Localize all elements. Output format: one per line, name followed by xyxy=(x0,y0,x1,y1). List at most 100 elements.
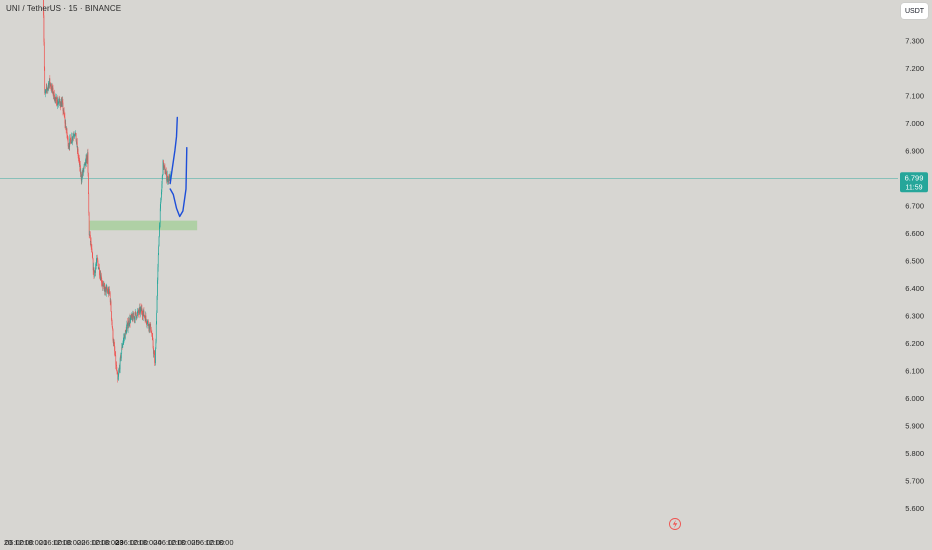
candle xyxy=(44,66,46,95)
candle xyxy=(151,332,153,341)
candle xyxy=(119,363,121,373)
candle xyxy=(51,82,53,94)
candle xyxy=(59,98,60,107)
candle xyxy=(103,281,105,287)
candle xyxy=(91,243,92,253)
price-tick-label: 5.900 xyxy=(905,422,924,431)
candle xyxy=(158,244,159,256)
candle xyxy=(64,118,66,128)
candle xyxy=(48,80,50,89)
candle xyxy=(112,328,114,343)
candle xyxy=(65,126,67,134)
candle xyxy=(73,131,75,141)
candle xyxy=(158,235,160,247)
candle xyxy=(99,263,100,280)
candle xyxy=(63,107,65,118)
candle xyxy=(89,230,90,237)
candle xyxy=(59,101,61,108)
candle xyxy=(162,159,164,176)
time-tick-label: 24 xyxy=(153,538,161,547)
price-tick-label: 6.500 xyxy=(905,257,924,266)
candle xyxy=(71,136,73,144)
candle xyxy=(109,291,111,306)
candle xyxy=(58,96,60,103)
candle xyxy=(97,263,99,270)
candle xyxy=(110,298,111,305)
projection-path[interactable] xyxy=(169,147,188,218)
candle xyxy=(132,312,133,323)
candle xyxy=(107,286,108,294)
candle xyxy=(63,109,64,115)
candle xyxy=(138,309,140,318)
time-axis[interactable]: 2006:0012:0018:002106:0012:0018:002206:0… xyxy=(4,538,234,547)
candle xyxy=(76,138,78,148)
projection-path[interactable] xyxy=(169,116,178,185)
candle xyxy=(161,180,163,195)
candle xyxy=(52,84,54,97)
candle xyxy=(156,295,158,313)
support-zone[interactable] xyxy=(89,220,198,231)
candle xyxy=(107,286,109,295)
candle xyxy=(115,354,116,356)
candle xyxy=(92,252,94,260)
projection-drawings[interactable] xyxy=(169,116,188,218)
candle xyxy=(47,81,49,92)
time-tick-label: 18:00 xyxy=(24,538,43,547)
candles xyxy=(43,0,171,383)
candle xyxy=(169,174,171,182)
price-axis[interactable]: 7.3007.2007.1007.0006.9006.8006.7006.600… xyxy=(905,37,924,514)
candle xyxy=(152,333,154,341)
candle xyxy=(146,321,148,328)
candle xyxy=(118,364,120,373)
candle xyxy=(137,307,138,316)
candle xyxy=(113,338,115,347)
candle xyxy=(68,143,70,150)
price-tick-label: 6.400 xyxy=(905,284,924,293)
candle xyxy=(54,96,56,104)
candle xyxy=(117,371,119,383)
candle xyxy=(44,89,46,94)
candle xyxy=(163,165,165,170)
candle xyxy=(70,139,72,145)
candle xyxy=(86,153,88,168)
candle xyxy=(138,307,140,315)
candle xyxy=(144,314,146,320)
candle xyxy=(58,102,59,108)
candle xyxy=(133,312,134,320)
candle xyxy=(53,89,55,101)
time-tick-label: 23 xyxy=(115,538,123,547)
candle xyxy=(79,163,81,168)
candle xyxy=(106,283,107,289)
candle xyxy=(83,167,84,177)
currency-badge[interactable]: USDT xyxy=(901,3,928,19)
candle xyxy=(51,83,53,94)
candle xyxy=(157,253,159,272)
time-tick-label: 21 xyxy=(39,538,47,547)
candle xyxy=(79,157,80,172)
last-price-tag[interactable]: 6.799 11:59 xyxy=(900,172,928,193)
candle xyxy=(134,312,136,324)
candle xyxy=(143,315,145,318)
candle xyxy=(86,154,87,164)
lightning-icon[interactable] xyxy=(669,518,681,530)
candle xyxy=(136,311,138,319)
candle xyxy=(128,322,130,327)
candle xyxy=(156,310,158,325)
candle xyxy=(65,120,67,131)
candle xyxy=(91,251,93,258)
candle xyxy=(47,88,48,92)
price-tick-label: 6.900 xyxy=(905,147,924,156)
candle xyxy=(121,342,123,354)
candle xyxy=(46,87,48,94)
price-tick-label: 5.700 xyxy=(905,477,924,486)
candle xyxy=(153,346,154,358)
time-tick-label: 06:00 xyxy=(119,538,138,547)
candle xyxy=(118,368,119,381)
candle xyxy=(147,319,149,327)
candle xyxy=(117,370,118,375)
candle xyxy=(81,170,83,183)
candle xyxy=(102,282,104,291)
candle xyxy=(124,332,125,341)
candle xyxy=(68,142,69,149)
